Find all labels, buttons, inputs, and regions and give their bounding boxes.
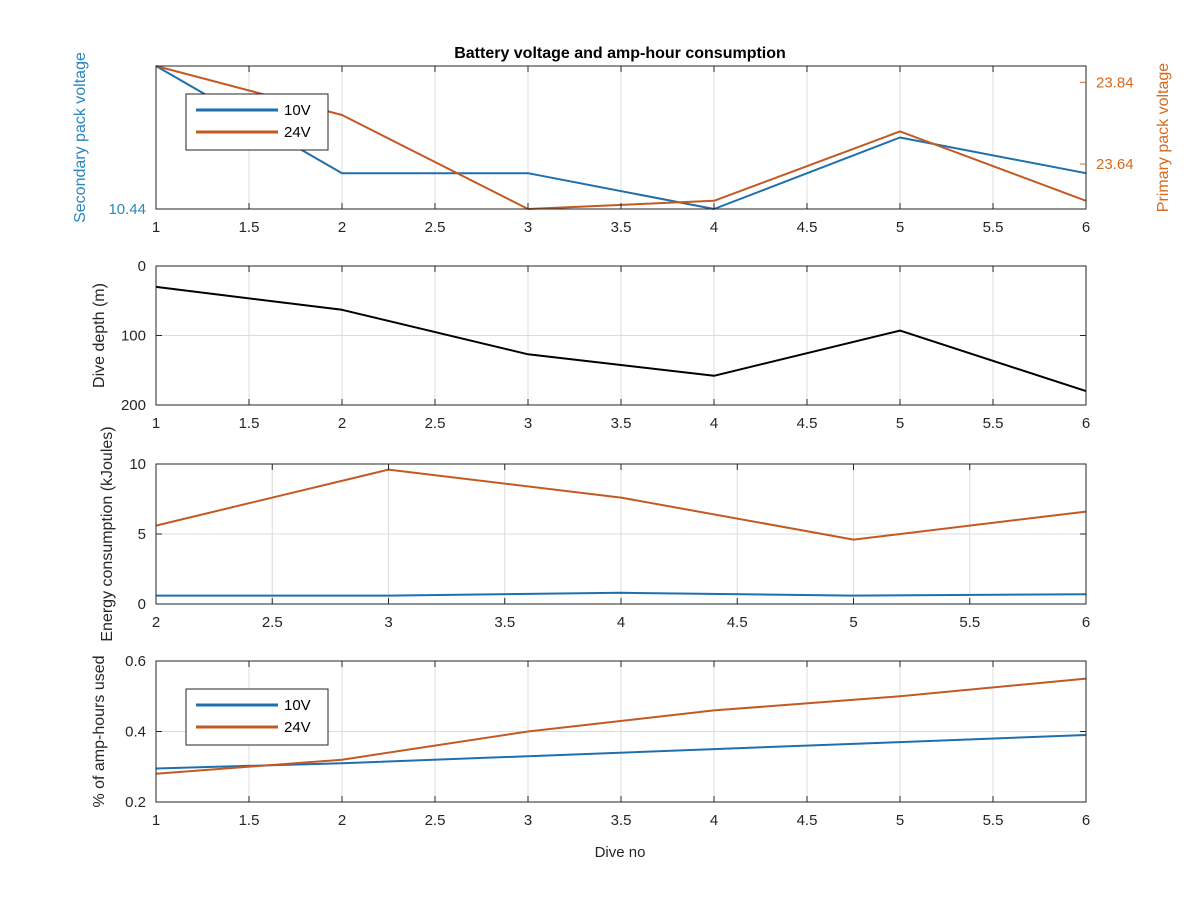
x-tick-label: 1: [152, 812, 160, 829]
x-tick-label: 3.5: [611, 219, 632, 236]
x-tick-label: 5: [849, 614, 857, 631]
series-line-depth: [155, 285, 1087, 393]
y-tick-label: 200: [121, 397, 146, 414]
x-tick-label: 3: [524, 219, 532, 236]
x-tick-label: 3: [524, 415, 532, 432]
legend-label-24v: 24V: [284, 124, 311, 141]
x-tick-label: 6: [1082, 812, 1090, 829]
x-tick-label: 2: [338, 415, 346, 432]
y-axis-label: Secondary pack voltage: [72, 52, 89, 223]
x-tick-label: 6: [1082, 415, 1090, 432]
figure-title: Battery voltage and amp-hour consumption: [454, 45, 786, 62]
y-right-tick-label: 23.84: [1096, 74, 1134, 91]
x-tick-label: 2.5: [425, 415, 446, 432]
x-axis-label: Dive no: [595, 844, 646, 861]
x-tick-label: 4.5: [797, 812, 818, 829]
y-tick-label: 100: [121, 328, 146, 345]
series-line-24v: [155, 468, 1087, 541]
y-tick-label: 0.6: [125, 653, 146, 670]
y-tick-label: 0: [138, 258, 146, 275]
x-tick-label: 4: [710, 219, 718, 236]
x-tick-label: 2.5: [425, 219, 446, 236]
x-tick-label: 5: [896, 219, 904, 236]
y-right-axis-label: Primary pack voltage: [1155, 63, 1172, 212]
y-tick-label: 10.44: [108, 201, 146, 218]
series-line-24v: [155, 677, 1087, 775]
legend-label-10v: 10V: [284, 697, 311, 714]
x-tick-label: 1: [152, 219, 160, 236]
x-tick-label: 5.5: [983, 415, 1004, 432]
y-tick-label: 5: [138, 526, 146, 543]
y-tick-label: 0: [138, 596, 146, 613]
series-line-10v: [156, 591, 1087, 597]
y-axis-label: % of amp-hours used: [91, 655, 108, 807]
x-tick-label: 3.5: [611, 415, 632, 432]
series-line-10v: [155, 734, 1087, 770]
x-tick-label: 5: [896, 812, 904, 829]
x-tick-label: 2.5: [262, 614, 283, 631]
y-tick-label: 10: [129, 456, 146, 473]
x-tick-label: 1.5: [239, 219, 260, 236]
x-tick-label: 3: [384, 614, 392, 631]
x-tick-label: 4.5: [727, 614, 748, 631]
x-tick-label: 2: [338, 219, 346, 236]
x-tick-label: 2: [152, 614, 160, 631]
legend-label-24v: 24V: [284, 719, 311, 736]
x-tick-label: 5.5: [983, 219, 1004, 236]
legend-box: [185, 688, 329, 746]
x-tick-label: 3.5: [611, 812, 632, 829]
x-tick-label: 3.5: [494, 614, 515, 631]
y-axis-label: Energy consumption (kJoules): [99, 426, 116, 641]
x-tick-label: 1.5: [239, 415, 260, 432]
x-tick-label: 4: [710, 812, 718, 829]
x-tick-label: 4.5: [797, 415, 818, 432]
x-tick-label: 6: [1082, 614, 1090, 631]
x-tick-label: 5: [896, 415, 904, 432]
legend-box: [185, 93, 329, 151]
x-tick-label: 2: [338, 812, 346, 829]
subplot-voltage: 1 1.5 2 2.5 3 3.5 4 4.5 5 5.5 6 10.44 23.64 23.84 Prim…: [72, 52, 1172, 236]
legend-label-10v: 10V: [284, 102, 311, 119]
x-tick-label: 4.5: [797, 219, 818, 236]
x-tick-label: 1: [152, 415, 160, 432]
y-tick-label: 0.4: [125, 724, 146, 741]
subplot-amphours: 1 1.5 2 2.5 3 3.5 4 4.5 5 5.5 6 0.2 0.4 0.6 % of amp-h…: [91, 653, 1090, 829]
x-tick-label: 6: [1082, 219, 1090, 236]
y-axis-label: Dive depth (m): [91, 283, 108, 388]
x-tick-label: 4: [617, 614, 625, 631]
y-tick-label: 0.2: [125, 794, 146, 811]
x-tick-label: 5.5: [959, 614, 980, 631]
x-tick-label: 4: [710, 415, 718, 432]
x-tick-label: 1.5: [239, 812, 260, 829]
y-right-tick-label: 23.64: [1096, 156, 1134, 173]
x-tick-label: 3: [524, 812, 532, 829]
x-tick-label: 5.5: [983, 812, 1004, 829]
subplot-depth: 1 1.5 2 2.5 3 3.5 4 4.5 5 5.5 6 0 100 200 Dive depth (…: [91, 258, 1090, 432]
x-tick-label: 2.5: [425, 812, 446, 829]
subplot-energy: 2 2.5 3 3.5 4 4.5 5 5.5 6 0 5 10 Energy consumption …: [99, 426, 1090, 641]
